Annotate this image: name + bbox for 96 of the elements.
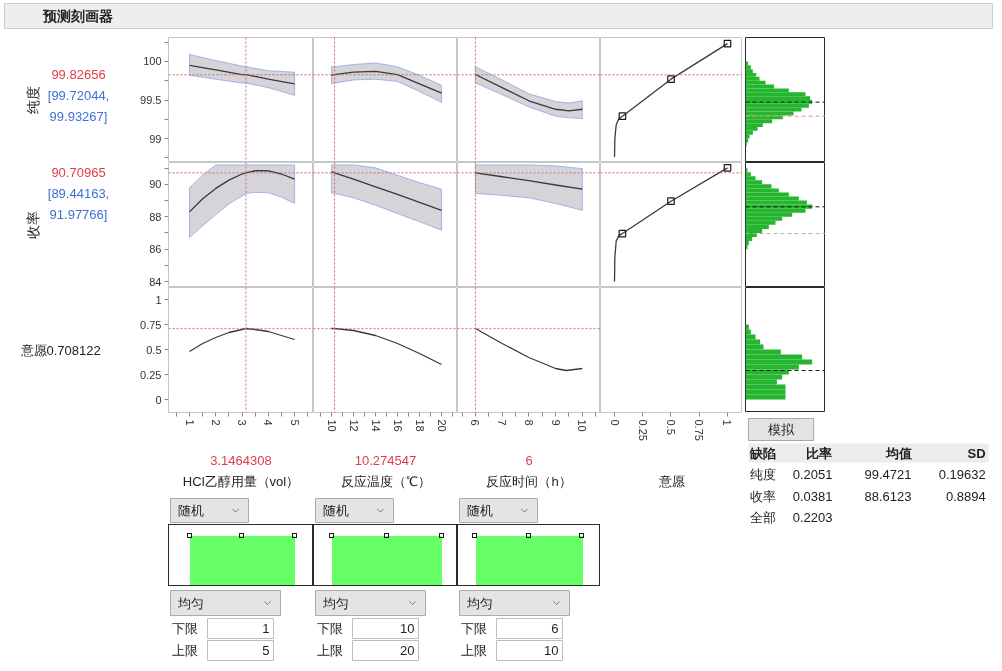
bar [745,65,751,70]
y-tick-label: 100 [143,55,162,68]
x-tick-label: 9 [549,419,562,426]
text: 0.2203 [792,510,833,525]
y-tick-label: 0.75 [140,318,162,331]
line-series [188,327,296,353]
text: 下限 [316,621,343,636]
text: [99.72044, 99.93267] [47,88,110,125]
text: 均匀 [465,595,493,611]
text: 上限 [171,643,198,658]
bar [745,72,757,77]
x-tick-label: 2 [209,419,222,426]
text: 0.0381 [792,488,833,504]
bar [745,394,786,400]
text: 10 [544,643,559,658]
text: 0.19632 [938,467,986,482]
text: 6 [551,621,559,636]
x-axis-title: 反应时间（h） [486,474,572,489]
y-axis-title: 意愿 [19,342,47,358]
y-tick-label: 90 [149,178,162,191]
y-tick-label: 99 [149,132,162,145]
line-series [188,64,296,85]
text: 上限 [460,643,487,658]
text: 随机 [466,503,493,518]
text: 收率 [750,488,777,504]
x-axis-title: 意愿 [657,474,685,489]
text: 均匀 [321,595,349,611]
y-axis-title: 收率 [24,211,41,239]
x-tick-label: 14 [369,419,382,432]
bar [745,92,806,97]
x-tick-label: 0 [608,419,621,426]
text: 模拟 [768,422,796,437]
x-tick-label: 12 [347,419,360,432]
y-tick-label: 0.5 [146,343,162,356]
ref-line-label: 90.70965 [51,165,106,181]
bar [745,168,748,173]
x-tick-label: 10 [576,419,589,432]
text: 全部 [750,510,777,525]
text: 0.2051 [792,467,833,482]
y-tick-label: 0.25 [140,368,162,381]
text: 均匀 [176,595,204,611]
x-tick-label: 0.25 [636,419,649,441]
y-tick-label: 1 [155,293,162,306]
bar [745,96,811,100]
text: 10 [400,621,415,636]
y-tick-label: 0 [155,393,162,406]
x-tick-label: 20 [435,419,448,432]
text: 5 [262,643,270,658]
text: 0.708122 [46,342,101,358]
y-tick-label: 84 [149,275,162,288]
bar [745,245,748,250]
text: 0.8894 [945,488,986,504]
text: 均值 [884,445,912,461]
text: 下限 [171,621,198,636]
ref-line-label: 3.1464308 [210,453,272,468]
x-tick-label: 3 [236,419,249,426]
ref-line-label: 99.82656 [51,67,106,83]
text: 纯度 [750,467,777,482]
x-tick-label: 5 [288,419,301,426]
x-tick-label: 8 [522,419,535,426]
x-tick-label: 18 [413,419,426,432]
text: 随机 [322,503,349,518]
x-tick-label: 4 [262,419,275,426]
text: 比率 [806,445,833,461]
ref-line-label: 10.274547 [354,453,417,468]
x-axis-title: 反应温度（℃） [340,474,431,489]
y-axis-title: 纯度 [24,86,41,114]
ref-line-label: 6 [525,453,533,468]
text: SD [967,445,986,461]
text: [89.44163, 91.97766] [47,186,110,223]
bar [745,134,750,139]
y-tick-label: 99.5 [140,94,162,106]
y-tick-label: 86 [149,243,162,256]
text: 1 [262,621,270,636]
y-tick-label: 88 [149,210,162,223]
x-tick-label: 0.5 [664,419,677,435]
x-tick-label: 10 [325,419,338,432]
x-tick-label: 16 [391,419,404,432]
bar [745,69,753,73]
line-series [188,170,296,213]
text: 20 [400,643,415,658]
text: 预测刻画器 [41,8,113,24]
text: 缺陷 [749,445,777,461]
bar [745,241,749,246]
x-tick-label: 1 [183,419,196,426]
text: 99.4721 [864,467,912,482]
x-axis-title: HCl乙醇用量（vol） [182,474,300,489]
x-tick-label: 6 [469,419,482,426]
bar [745,103,809,108]
text: 88.6123 [864,488,912,504]
text: 随机 [177,503,204,518]
x-tick-label: 7 [496,419,509,426]
x-tick-label: 1 [721,419,734,426]
x-tick-label: 0.75 [693,419,706,441]
text: 上限 [316,643,343,658]
text: 下限 [460,621,487,636]
